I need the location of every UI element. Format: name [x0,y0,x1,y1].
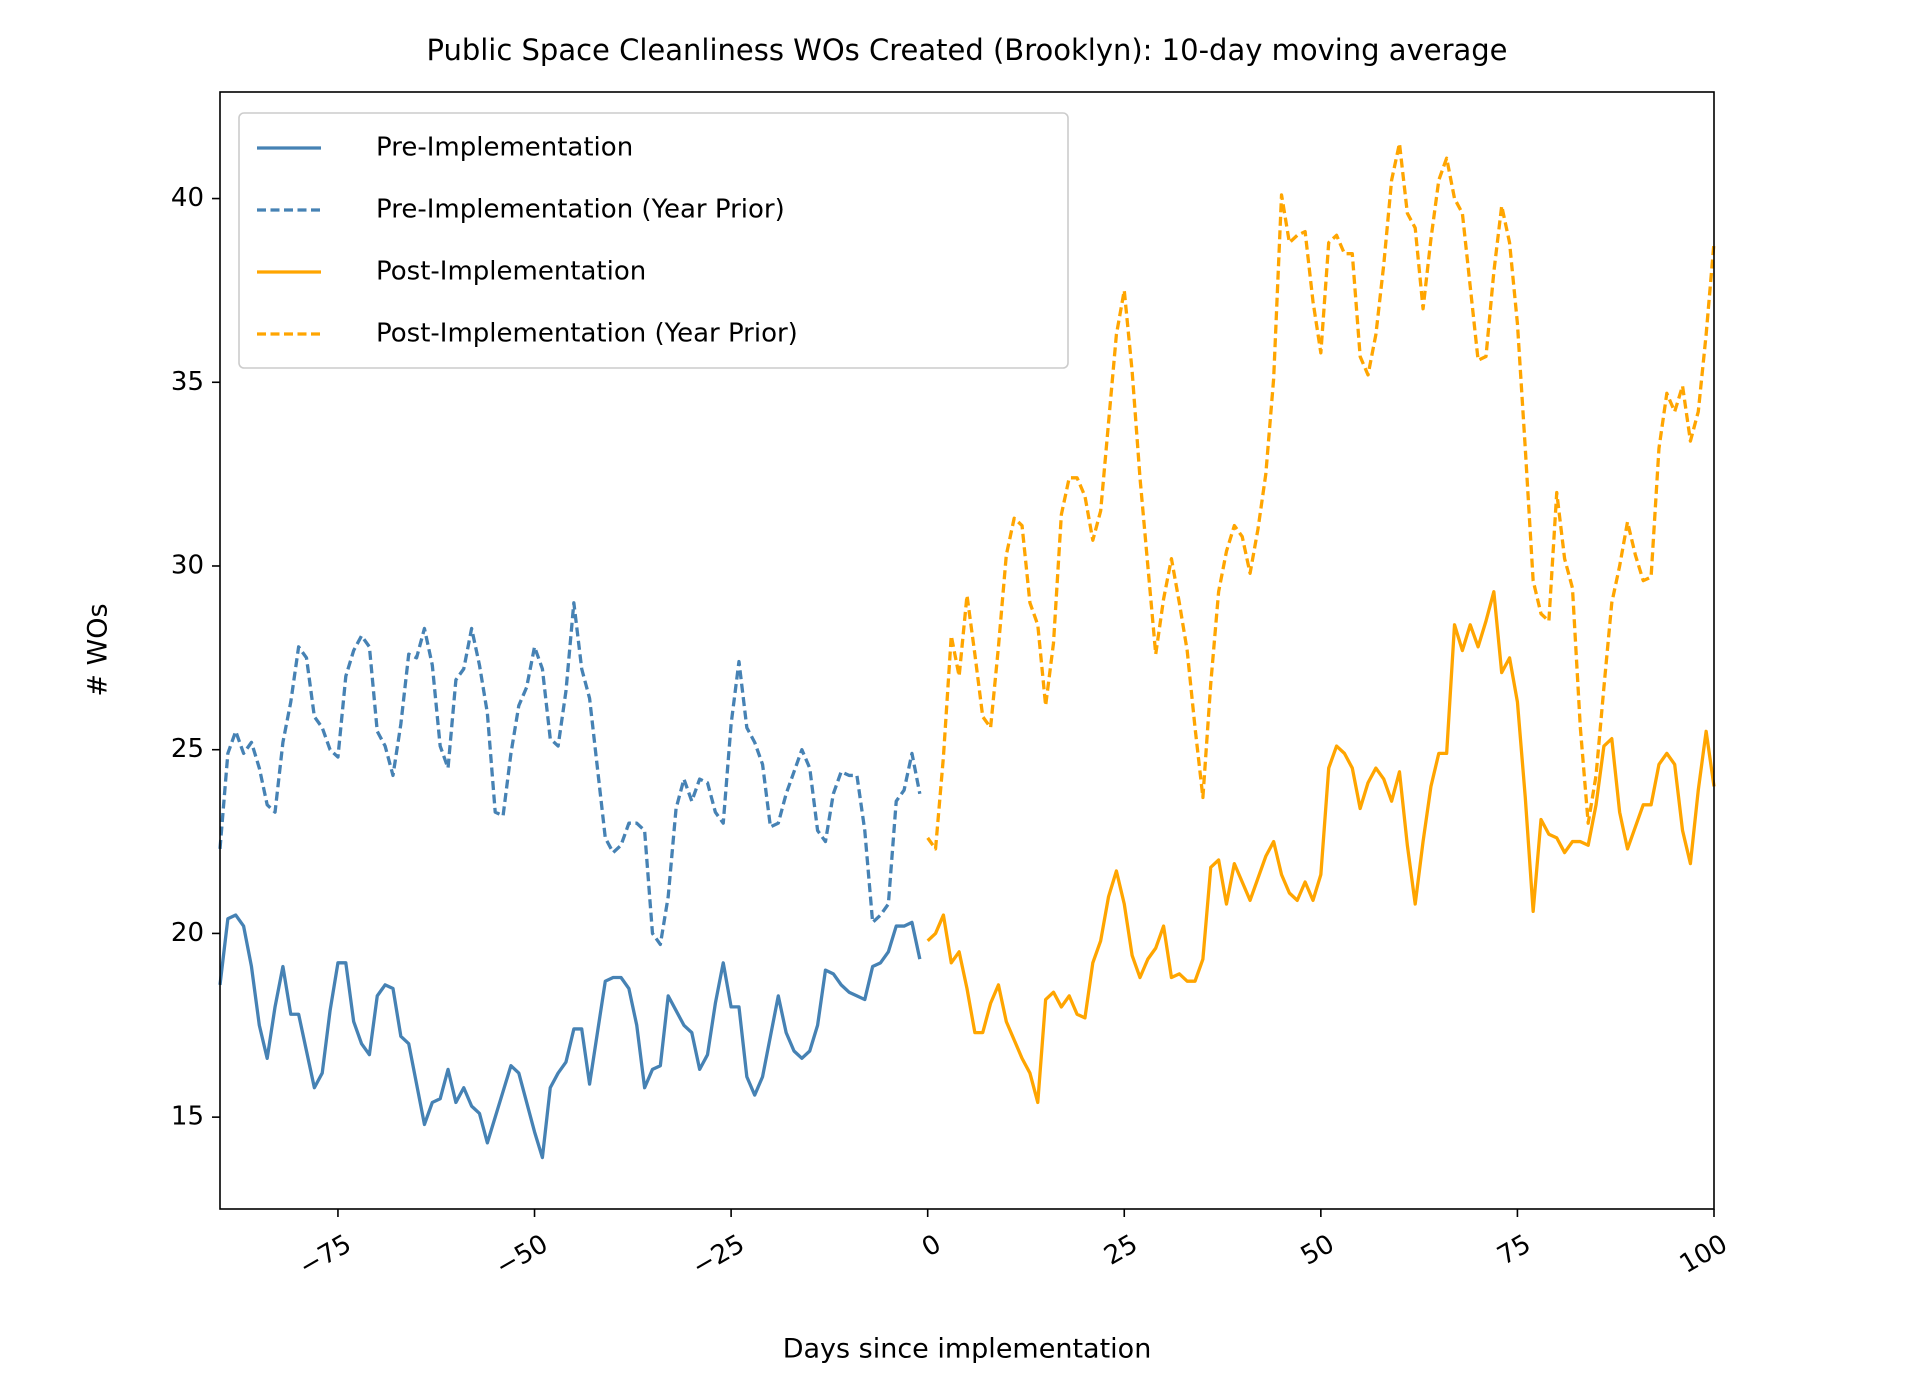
y-tick-label: 20 [171,918,204,948]
axes-frame [219,91,1715,1210]
x-tick-label: −75 [294,1229,357,1282]
y-tick-label: 25 [171,734,204,764]
chart-title: Public Space Cleanliness WOs Created (Br… [426,33,1507,67]
line-series [218,601,922,947]
y-tick-label: 30 [171,550,204,580]
x-tick-label: 75 [1492,1229,1536,1272]
x-axis-label: Days since implementation [783,1334,1152,1365]
line-series [926,590,1716,1105]
y-tick-label: 35 [171,367,204,397]
y-axis-label: # WOs [83,603,114,696]
legend-box [238,112,1069,369]
legend: Pre-Implementation Pre-Implementation (Ye… [238,112,1069,369]
y-tick-label: 15 [171,1102,204,1132]
legend-label: Post-Implementation (Year Prior) [376,319,798,349]
line-series [926,141,1716,851]
x-tick-label: 50 [1296,1229,1340,1272]
y-tick-label: 40 [171,183,204,213]
legend-label: Pre-Implementation [376,133,633,163]
legend-label: Pre-Implementation (Year Prior) [376,195,785,225]
x-tick-label: 0 [917,1229,946,1263]
x-tick-label: 25 [1099,1229,1143,1272]
legend-label: Post-Implementation [376,257,646,287]
plot-area [218,141,1716,1160]
x-tick-label: −50 [491,1229,554,1282]
x-tick-label: 100 [1675,1229,1733,1280]
line-series [218,913,922,1160]
x-tick-label: −25 [687,1229,750,1282]
